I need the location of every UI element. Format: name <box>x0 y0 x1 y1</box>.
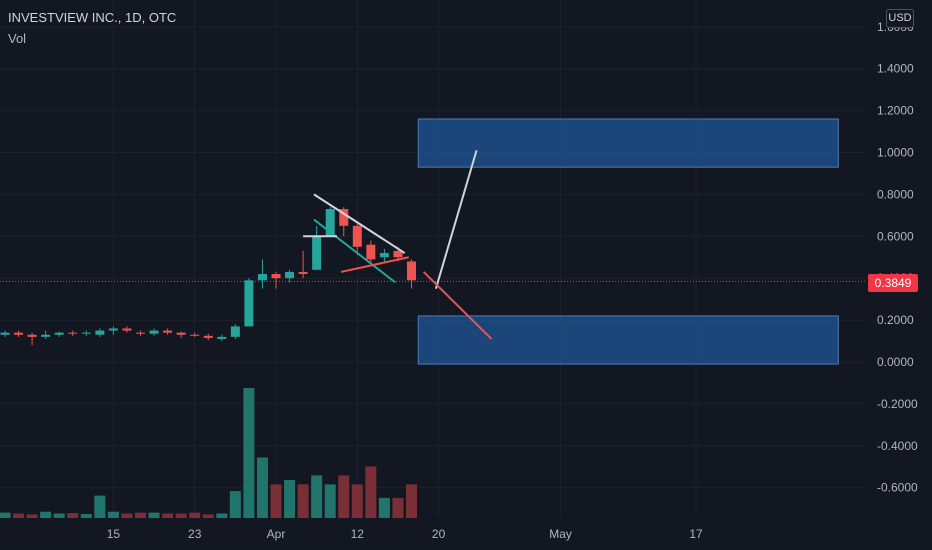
candle-body <box>379 253 389 258</box>
candle-body <box>176 332 186 335</box>
candle-body <box>149 330 159 334</box>
volume-bar <box>189 512 201 518</box>
candle-body <box>393 250 403 258</box>
candle-body <box>217 336 227 339</box>
volume-bar <box>256 457 268 518</box>
trend-line-4 <box>434 150 478 289</box>
volume-bar <box>80 513 92 518</box>
volume-bar <box>392 497 404 518</box>
y-axis: 1.60001.40001.20001.00000.80000.60000.40… <box>877 20 918 495</box>
volume-bar <box>338 475 350 518</box>
candle-body <box>230 326 240 337</box>
y-tick-label: 0.0000 <box>877 355 914 369</box>
candle-body <box>298 271 308 275</box>
target-zone-high <box>417 118 839 168</box>
volume-bar <box>67 513 79 518</box>
y-tick-label: -0.4000 <box>877 439 918 453</box>
volume-bars <box>0 388 417 518</box>
volume-bar <box>324 484 336 518</box>
y-tick-label: -0.2000 <box>877 397 918 411</box>
volume-bar <box>229 491 241 518</box>
volume-bar <box>121 513 133 518</box>
candle-body <box>325 209 335 237</box>
x-tick-label: 20 <box>432 527 446 541</box>
x-tick-label: 17 <box>689 527 703 541</box>
volume-bar <box>53 513 65 518</box>
volume-bar <box>162 513 174 518</box>
target-zone-low <box>417 315 839 365</box>
volume-bar <box>365 466 377 518</box>
volume-bar <box>40 511 52 518</box>
candle-body <box>27 334 37 337</box>
candle-body <box>312 236 322 270</box>
volume-bar <box>297 484 309 518</box>
candle-body <box>190 334 200 336</box>
volume-bar <box>26 514 38 518</box>
volume-bar <box>378 497 390 518</box>
volume-bar <box>284 479 296 518</box>
candle-body <box>81 332 91 334</box>
volume-bar <box>351 484 363 518</box>
x-tick-label: 12 <box>351 527 365 541</box>
x-tick-label: May <box>549 527 572 541</box>
currency-selector[interactable]: USD <box>886 9 914 28</box>
x-tick-label: 15 <box>107 527 121 541</box>
volume-bar <box>0 512 11 518</box>
symbol-title[interactable]: INVESTVIEW INC., 1D, OTC <box>8 10 177 25</box>
candle-body <box>0 332 10 335</box>
trend-line-1 <box>313 218 396 284</box>
zones <box>417 118 839 365</box>
candle-body <box>122 328 132 331</box>
y-tick-label: 0.2000 <box>877 313 914 327</box>
y-tick-label: 1.4000 <box>877 62 914 76</box>
y-tick-label: 0.6000 <box>877 229 914 243</box>
candle-body <box>352 225 362 247</box>
y-tick-label: 1.2000 <box>877 104 914 118</box>
volume-bar <box>13 513 25 518</box>
candle-body <box>407 261 416 281</box>
last-price-badge: 0.3849 <box>868 274 918 292</box>
trend-line-5 <box>422 271 493 340</box>
candle-body <box>339 209 349 226</box>
y-tick-label: 1.0000 <box>877 146 914 160</box>
volume-bar <box>94 495 106 518</box>
candle-body <box>244 280 254 327</box>
candle-body <box>136 332 145 334</box>
candle-body <box>257 274 267 281</box>
candle-body <box>163 330 173 333</box>
volume-bar <box>202 514 214 518</box>
trend-lines <box>303 150 493 340</box>
trend-line-0 <box>313 193 406 254</box>
candle-body <box>41 334 51 337</box>
volume-bar <box>406 484 417 518</box>
y-tick-label: -0.6000 <box>877 481 918 495</box>
volume-bar <box>148 512 160 518</box>
trend-line-3 <box>340 256 410 273</box>
candle-body <box>68 332 78 334</box>
candles <box>0 206 416 346</box>
candle-body <box>54 332 64 335</box>
candle-body <box>108 328 118 331</box>
candle-body <box>285 271 295 279</box>
candle-body <box>366 244 376 260</box>
volume-bar <box>107 511 119 518</box>
candle-body <box>14 332 24 335</box>
volume-bar <box>216 513 228 518</box>
x-tick-label: 23 <box>188 527 202 541</box>
grid-lines <box>0 0 866 518</box>
volume-bar <box>175 513 187 518</box>
candle-body <box>95 330 105 335</box>
candle-body <box>271 274 281 279</box>
y-tick-label: 0.8000 <box>877 187 914 201</box>
x-axis: 15 23 Apr 12 20 May 17 <box>107 527 703 541</box>
candle-body <box>203 335 213 338</box>
volume-bar <box>311 475 323 518</box>
volume-bar <box>270 484 282 518</box>
volume-indicator-label[interactable]: Vol <box>8 31 27 46</box>
x-tick-label: Apr <box>267 527 286 541</box>
volume-bar <box>243 388 255 518</box>
volume-bar <box>135 512 146 518</box>
